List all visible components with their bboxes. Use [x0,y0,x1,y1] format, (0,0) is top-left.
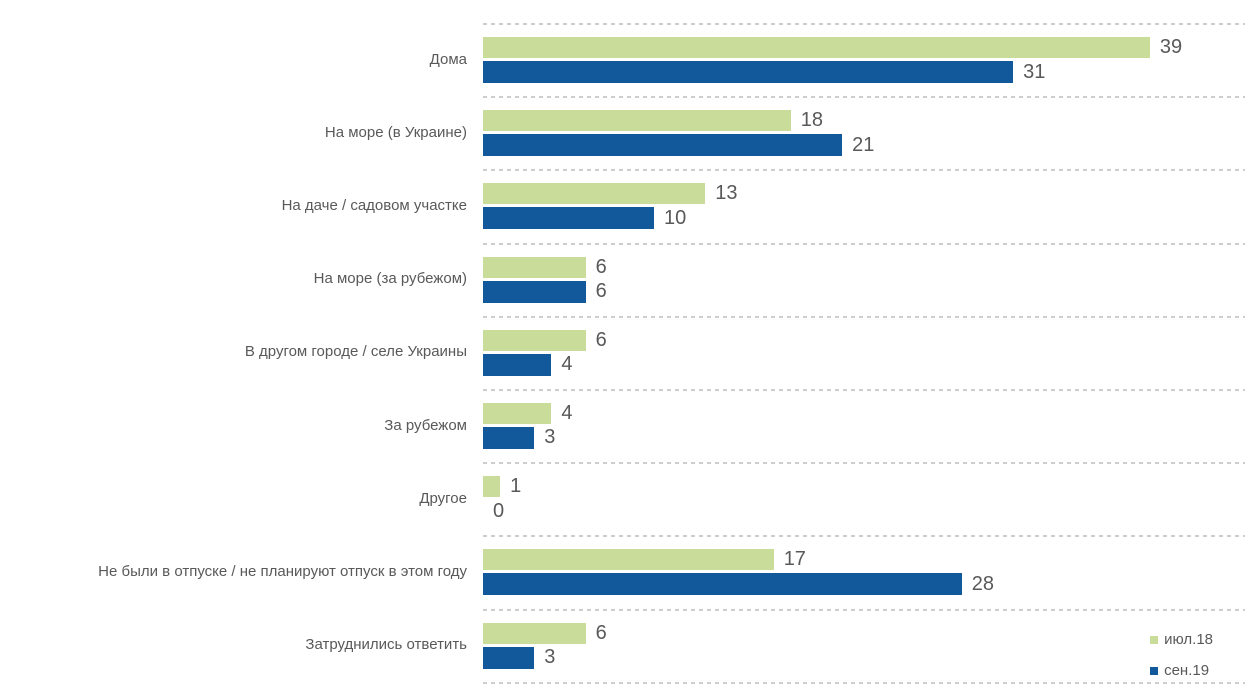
bar-июл.18 [483,549,774,571]
chart-row: На море (в Украине) 18 21 [0,96,1249,169]
bar-row-июл.18: 6 [483,255,1249,278]
bar-row-июл.18: 13 [483,182,1249,205]
chart-legend: июл.18 сен.19 [1150,624,1213,686]
chart-row: Не были в отпуске / не планируют отпуск … [0,535,1249,608]
bar-июл.18 [483,476,501,498]
bar-июл.18 [483,37,1150,58]
chart-row: В другом городе / селе Украины 6 4 [0,315,1249,389]
bar-сен.19 [483,280,586,303]
bar-row-сен.19: 31 [483,61,1249,83]
bar-июл.18 [483,329,586,351]
chart-row: На море (за рубежом) 6 6 [0,242,1249,316]
category-label: В другом городе / селе Украины [244,343,467,361]
bar-row-сен.19: 4 [483,353,1249,376]
bar-row-сен.19: 10 [483,206,1249,230]
value-label: 21 [852,133,875,156]
chart-row: Другое 1 0 [0,462,1249,535]
bar-сен.19 [483,426,535,449]
category-label: За рубежом [384,416,467,434]
chart-rows: Дома 39 31 На море (в Украине) 18 21 На даче /… [0,23,1249,684]
category-label: На море (в Украине) [324,123,467,141]
bar-сен.19 [483,134,843,157]
value-label: 4 [561,401,573,424]
bar-row-июл.18: 39 [483,36,1249,58]
category-label: Другое [419,489,467,507]
bar-row-июл.18: 4 [483,401,1249,424]
bar-сен.19 [483,573,962,596]
bar-group: 39 31 [483,23,1249,96]
bar-сен.19 [483,61,1014,83]
bar-row-июл.18: 17 [483,548,1249,571]
chart-row: Затруднились ответить 6 3 [0,608,1249,682]
chart-row: На даче / садовом участке 13 10 [0,169,1249,242]
value-label: 4 [561,353,573,376]
chart-row: Дома 39 31 [0,23,1249,96]
value-label: 18 [800,109,824,132]
value-label: 6 [595,255,607,278]
bar-group: 17 28 [483,535,1249,608]
value-label: 10 [664,206,687,229]
value-label: 13 [715,182,738,205]
bar-row-сен.19: 3 [483,426,1249,449]
bar-июл.18 [483,183,706,205]
value-label: 28 [971,572,995,595]
bar-row-сен.19: 3 [483,646,1249,669]
bottom-gridline [483,681,1249,684]
bar-сен.19 [483,207,654,230]
bar-row-сен.19: 6 [483,280,1249,303]
legend-item-июл.18: июл.18 [1150,624,1213,655]
bar-group: 13 10 [483,169,1249,242]
category-label: На море (за рубежом) [313,270,467,288]
value-label: 3 [544,646,556,668]
category-label: Не были в отпуске / не планируют отпуск … [98,562,467,580]
value-label: 31 [1023,60,1046,83]
legend-label: июл.18 [1164,631,1213,648]
bar-row-сен.19: 21 [483,133,1249,157]
bar-сен.19 [483,353,552,376]
bar-июл.18 [483,256,586,278]
bar-row-июл.18: 18 [483,109,1249,132]
value-label: 6 [595,621,607,644]
bar-сен.19 [483,646,535,669]
bar-июл.18 [483,402,552,424]
bar-июл.18 [483,622,586,644]
value-label: 0 [493,499,505,522]
value-label: 1 [510,475,522,498]
value-label: 17 [783,548,806,571]
bar-row-сен.19: 0 [483,500,1249,522]
legend-item-сен.19: сен.19 [1150,655,1213,686]
category-label: Затруднились ответить [305,636,467,654]
value-label: 39 [1159,36,1183,58]
bar-row-июл.18: 6 [483,328,1249,351]
legend-label: сен.19 [1164,662,1210,679]
value-label: 6 [595,328,607,351]
bar-row-июл.18: 1 [483,475,1249,498]
value-label: 3 [544,426,556,449]
category-label: Дома [429,50,467,68]
chart-row: За рубежом 4 3 [0,388,1249,462]
bar-row-сен.19: 28 [483,572,1249,596]
value-label: 6 [595,280,607,303]
category-label: На даче / садовом участке [281,196,467,214]
legend-swatch-icon [1150,666,1159,675]
bar-июл.18 [483,110,791,132]
bar-row-июл.18: 6 [483,621,1249,644]
legend-swatch-icon [1150,635,1159,644]
bar-group: 18 21 [483,96,1249,169]
